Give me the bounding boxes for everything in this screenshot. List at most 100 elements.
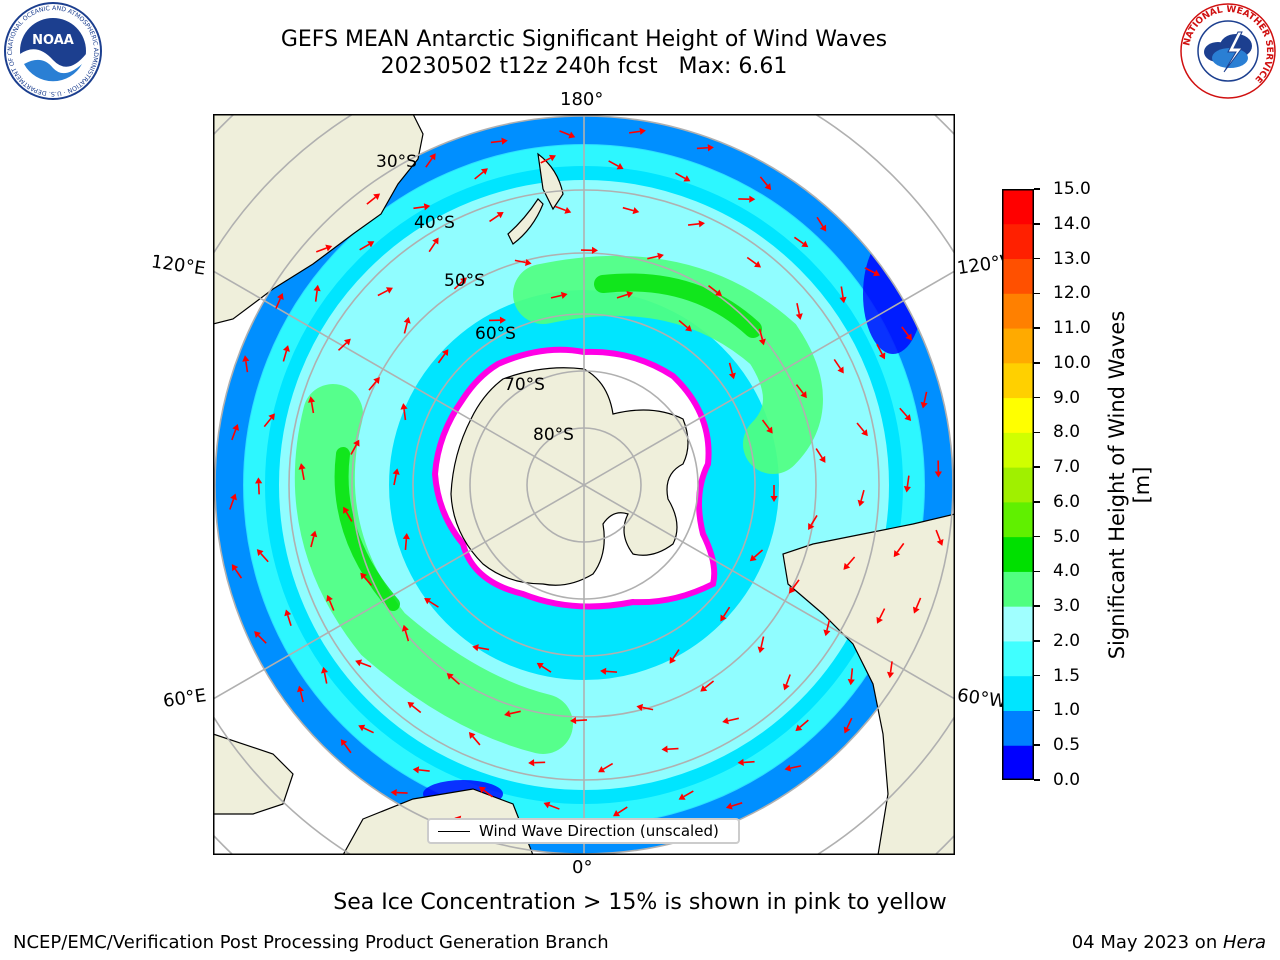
wind-wave-arrow-shaft: [622, 206, 634, 212]
wind-wave-arrow-head: [401, 624, 409, 632]
colorbar-tick-label: 0.5: [1053, 735, 1081, 756]
wind-wave-arrow-shaft: [343, 743, 352, 754]
wind-wave-arrow-head: [478, 786, 486, 794]
colorbar-tick-mark: [1034, 674, 1040, 677]
wind-wave-arrow-shaft: [337, 342, 348, 351]
colorbar-segment: [1002, 223, 1034, 260]
wind-wave-arrow-shaft: [437, 353, 446, 364]
wind-wave-arrow-shaft: [474, 171, 484, 180]
wind-wave-arrow-shaft: [675, 172, 686, 180]
wind-wave-arrow-shaft: [428, 600, 439, 608]
colorbar-tick-mark: [1034, 744, 1040, 746]
wind-wave-arrow-shaft: [605, 670, 618, 673]
colorbar-segment: [1002, 640, 1034, 677]
wind-wave-arrow-head: [801, 240, 809, 248]
wind-wave-arrow-head: [256, 549, 264, 556]
colorbar-tick-mark: [1034, 466, 1040, 468]
wind-wave-arrow-shaft: [704, 680, 715, 689]
wind-wave-arrow-head: [657, 252, 664, 260]
wind-wave-arrow-shaft: [876, 343, 883, 355]
colorbar-tick-mark: [1034, 396, 1040, 399]
colorbar: [1002, 189, 1034, 781]
wind-wave-arrow-head: [268, 413, 275, 421]
colorbar-segment: [1002, 536, 1034, 572]
wind-wave-arrow-head: [310, 530, 318, 538]
wind-wave-arrow-shaft: [403, 322, 408, 334]
wind-wave-arrow-shaft: [687, 223, 700, 226]
wind-wave-arrow-head: [886, 671, 895, 679]
wind-wave-arrow-head: [873, 269, 880, 277]
colorbar-tick-label: 12.0: [1053, 283, 1091, 304]
wind-wave-arrow-head: [460, 277, 467, 285]
colorbar-tick-mark: [1034, 709, 1040, 712]
wind-wave-arrow-shaft: [796, 303, 801, 315]
wind-wave-arrow-head: [536, 662, 544, 670]
wind-wave-arrow-head: [616, 163, 624, 170]
wind-wave-arrow-shaft: [642, 706, 654, 711]
wind-wave-arrow-shaft: [833, 358, 842, 370]
wind-wave-arrow-shaft: [761, 419, 770, 430]
colorbar-tick-label: 14.0: [1053, 213, 1091, 234]
wind-wave-arrow-head: [313, 284, 321, 292]
wind-wave-arrow-head: [626, 291, 634, 298]
wind-wave-arrow-head: [468, 731, 476, 739]
colorbar-label: Significant Height of Wind Waves [m]: [1105, 310, 1154, 660]
wind-wave-arrow-head: [847, 678, 855, 686]
wind-wave-arrow-head: [242, 355, 250, 362]
colorbar-tick-label: 10.0: [1053, 352, 1091, 373]
wind-wave-arrow-shaft: [263, 417, 272, 428]
wind-wave-arrow-head: [598, 766, 606, 773]
wind-wave-arrow-head: [358, 724, 366, 732]
wind-wave-arrow-head: [308, 396, 316, 403]
wind-wave-arrow-head: [632, 207, 640, 215]
wind-wave-arrow-shaft: [850, 668, 854, 680]
wind-wave-arrow-shaft: [617, 806, 628, 814]
wind-wave-arrow-shaft: [411, 704, 422, 714]
wind-wave-arrow-shaft: [758, 328, 764, 340]
wind-wave-arrow-shaft: [404, 538, 408, 551]
wind-wave-arrow-shaft: [878, 608, 886, 619]
wind-wave-arrow-shaft: [490, 140, 502, 144]
colorbar-tick-label: 0.0: [1053, 770, 1081, 790]
graticule: [213, 114, 955, 855]
wind-wave-arrow-head: [432, 237, 439, 245]
wind-wave-arrow-shaft: [363, 727, 374, 734]
wind-wave-arrow-head: [861, 429, 868, 437]
wind-wave-arrow-shaft: [628, 130, 641, 134]
wind-wave-arrow-head: [843, 726, 851, 734]
colorbar-tick-label: 9.0: [1053, 387, 1081, 408]
wind-wave-arrow-shaft: [509, 710, 521, 715]
wind-wave-arrow-shaft: [759, 176, 768, 186]
wind-wave-arrow-head: [298, 463, 306, 470]
wind-wave-arrow-shaft: [260, 553, 269, 563]
wind-wave-arrow-head: [564, 206, 572, 214]
wind-wave-arrow-head: [784, 764, 792, 772]
wind-wave-arrow-head: [231, 564, 239, 572]
wind-wave-arrow-shaft: [275, 298, 282, 309]
wind-wave-arrow-shaft: [923, 391, 928, 403]
colorbar-tick-mark: [1034, 362, 1040, 364]
wind-wave-arrow-head: [429, 153, 436, 161]
wind-wave-arrow-head: [904, 414, 912, 421]
wind-wave-arrow-head: [700, 685, 708, 692]
colorbar-tick-label: 11.0: [1053, 318, 1091, 339]
lat-label-30s: 30°S: [376, 152, 417, 172]
wind-wave-arrow-shaft: [901, 326, 910, 337]
lat-label-60s: 60°S: [475, 324, 516, 344]
wind-wave-arrow-head: [284, 609, 292, 617]
wind-wave-arrow-head: [754, 261, 762, 268]
lon-label-120w: 120°W: [955, 251, 1005, 280]
wind-wave-arrow-head: [823, 629, 831, 637]
wind-wave-arrow-head: [591, 246, 598, 254]
wind-wave-arrow-head: [728, 372, 736, 380]
lat-label-40s: 40°S: [414, 213, 455, 233]
wind-wave-arrow-shaft: [746, 256, 757, 265]
colorbar-segment: [1002, 571, 1034, 607]
wind-wave-arrow-head: [320, 666, 329, 674]
wind-wave-arrow-shaft: [731, 802, 743, 807]
wind-wave-arrow-head: [819, 455, 826, 463]
wind-wave-arrow-head: [343, 338, 351, 346]
wind-wave-arrow-shaft: [672, 649, 680, 660]
wind-wave-arrow-head: [639, 127, 646, 135]
wind-wave-arrow-shaft: [393, 474, 397, 486]
